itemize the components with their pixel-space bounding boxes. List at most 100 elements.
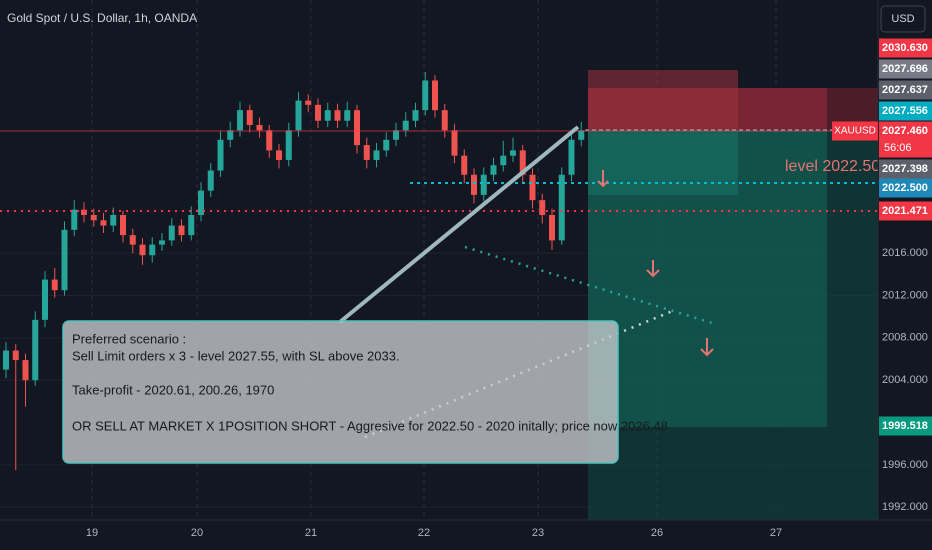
candle-body	[568, 139, 575, 175]
candle-body	[110, 214, 117, 226]
countdown: 56:06	[884, 142, 912, 154]
trend-line	[338, 125, 580, 324]
y-tick-label: 2012.000	[882, 289, 928, 301]
candle-body	[168, 225, 175, 241]
candle-body	[490, 165, 497, 175]
candle-body	[51, 279, 58, 291]
candle-body	[120, 214, 126, 236]
candle-body	[510, 150, 516, 156]
candle-body	[61, 229, 68, 291]
price-tag	[879, 80, 932, 100]
currency-button[interactable]	[880, 5, 926, 33]
candle-body	[549, 214, 555, 241]
candle-body	[363, 145, 370, 160]
price-tag-label: 2027.696	[882, 63, 928, 75]
x-tick-label: 20	[191, 527, 203, 539]
candle-body	[90, 214, 97, 221]
candle-body	[315, 104, 321, 121]
x-tick-label: 27	[770, 527, 782, 539]
x-tick-label: 22	[418, 527, 430, 539]
candle-body	[422, 80, 429, 111]
candle-body	[383, 139, 390, 151]
arrow	[597, 170, 609, 188]
candle-body	[578, 130, 585, 140]
price-tag	[879, 121, 932, 158]
price-tag-label: 2027.398	[882, 163, 928, 175]
price-tag	[879, 38, 932, 58]
y-tick-label: 2016.000	[882, 247, 928, 259]
candle-body	[393, 130, 399, 140]
price-tag	[879, 201, 932, 221]
price-tag-label: 2022.500	[882, 182, 928, 194]
candle-body	[159, 240, 165, 245]
x-tick-label: 19	[86, 527, 98, 539]
candle-body	[100, 220, 107, 226]
candles	[3, 72, 585, 471]
price-tag-label: 2030.630	[882, 42, 928, 54]
candle-body	[22, 360, 29, 381]
x-tick-label: 23	[532, 527, 544, 539]
price-tag-label: 2027.556	[882, 105, 928, 117]
candle-body	[344, 110, 351, 121]
price-tag-label: 1999.518	[882, 420, 928, 432]
y-tick-label: 2008.000	[882, 332, 928, 344]
profit-zone-inner	[588, 130, 738, 195]
note-box	[62, 320, 619, 464]
loss-zone-inner	[588, 70, 738, 130]
price-tag	[879, 416, 932, 436]
candle-body	[42, 279, 48, 320]
candle-body	[12, 350, 19, 361]
price-tag-label: 2027.460	[882, 125, 928, 137]
candle-body	[305, 100, 312, 105]
candle-body	[256, 124, 263, 131]
candle-body	[441, 110, 448, 131]
candle-body	[178, 225, 185, 236]
candle-body	[519, 150, 526, 175]
note-text: Preferred scenario : Sell Limit orders x …	[72, 331, 668, 433]
candle-body	[227, 130, 234, 140]
candle-body	[237, 110, 243, 131]
candle-body	[129, 235, 136, 245]
symbol-title: Gold Spot / U.S. Dollar, 1h, OANDA	[7, 11, 197, 25]
currency-label[interactable]: USD	[891, 13, 914, 25]
note-line: OR SELL AT MARKET X 1POSITION SHORT - Ag…	[72, 418, 668, 433]
candle-body	[139, 244, 146, 256]
axis-labels: 2016.000 2012.000 2008.000 2004.000 1996.000…	[86, 38, 932, 539]
price-tag	[879, 101, 932, 121]
candle-body	[71, 209, 78, 230]
candle-body	[188, 214, 195, 236]
candle-body	[402, 120, 409, 131]
arrow	[700, 338, 714, 357]
candle-body	[198, 190, 204, 215]
price-tag	[879, 59, 932, 79]
candle-body	[266, 130, 273, 151]
arrows	[597, 170, 714, 357]
candle-body	[471, 174, 477, 195]
note-line: Sell Limit orders x 3 - level 2027.55, w…	[72, 348, 400, 363]
candle-body	[500, 155, 507, 166]
y-tick-label: 2004.000	[882, 374, 928, 386]
price-tag-label: 2021.471	[882, 205, 928, 217]
candle-body	[432, 80, 438, 111]
candle-body	[529, 174, 536, 201]
symbol-tag-label: XAUUSD	[834, 126, 876, 137]
candle-body	[558, 174, 565, 241]
candle-body	[217, 139, 224, 171]
level-label: level 2022.50	[785, 158, 880, 175]
price-tag	[879, 178, 932, 198]
symbol-tag	[832, 121, 878, 141]
candle-body	[149, 244, 156, 256]
y-tick-label: 1992.000	[882, 501, 928, 513]
candle-body	[295, 100, 302, 131]
candle-body	[285, 130, 292, 160]
note-line: Preferred scenario :	[72, 331, 186, 346]
y-tick-label: 1996.000	[882, 459, 928, 471]
candle-body	[539, 200, 546, 215]
candle-body	[246, 110, 253, 125]
candle-body	[276, 150, 282, 160]
candle-body	[334, 110, 341, 121]
price-tag-label: 2027.637	[882, 84, 928, 96]
candle-body	[461, 155, 468, 175]
candle-body	[32, 319, 39, 381]
